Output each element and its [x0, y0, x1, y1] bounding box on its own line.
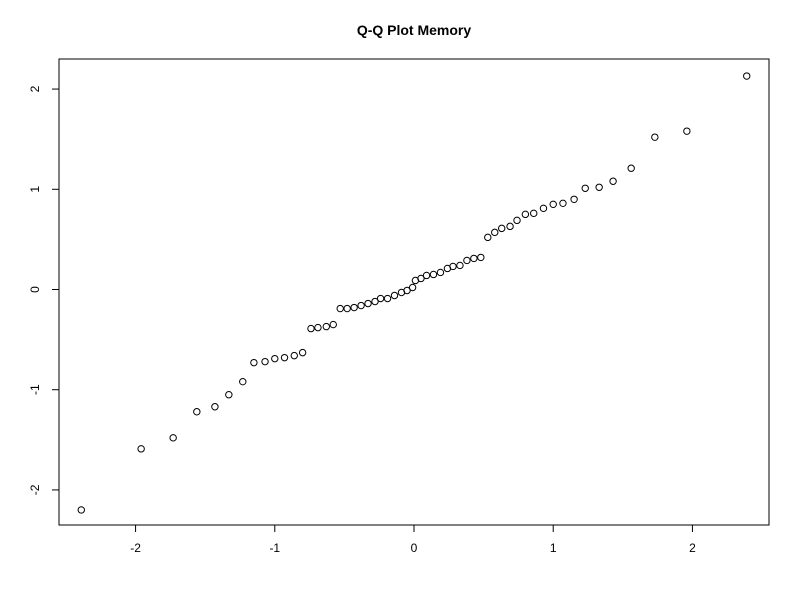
- data-point: [408, 283, 417, 292]
- data-point: [250, 358, 258, 367]
- y-tick-label: 2: [28, 85, 42, 92]
- data-point: [329, 320, 337, 329]
- data-point: [683, 127, 691, 135]
- data-point: [357, 301, 365, 310]
- data-point: [307, 324, 315, 333]
- data-point: [290, 351, 298, 360]
- data-point: [225, 391, 233, 399]
- data-point: [371, 297, 379, 306]
- data-point: [595, 183, 603, 191]
- y-tick-label: -2: [28, 484, 42, 495]
- data-point: [261, 357, 269, 366]
- data-point: [350, 303, 358, 312]
- data-point: [498, 224, 506, 233]
- data-point: [549, 200, 557, 209]
- data-point: [322, 322, 330, 331]
- data-point: [539, 204, 548, 213]
- y-tick-label: -1: [28, 384, 42, 395]
- data-point: [193, 408, 201, 416]
- data-point: [211, 403, 219, 411]
- data-point: [609, 177, 617, 185]
- chart-title: Q-Q Plot Memory: [357, 22, 472, 38]
- data-point: [429, 270, 438, 279]
- data-point: [298, 348, 307, 357]
- data-point: [137, 445, 145, 453]
- data-point: [364, 299, 372, 308]
- data-point: [422, 271, 431, 280]
- data-point: [506, 222, 514, 231]
- data-point: [77, 506, 85, 514]
- data-point: [456, 261, 464, 270]
- data-point: [390, 291, 399, 300]
- data-point: [417, 274, 425, 283]
- data-point: [463, 256, 471, 265]
- data-point: [239, 377, 247, 386]
- data-point: [743, 72, 751, 80]
- data-point: [491, 228, 499, 237]
- y-tick-label: 1: [28, 186, 42, 193]
- data-point: [314, 323, 322, 332]
- data-point: [530, 209, 538, 218]
- y-tick-label: 0: [28, 286, 42, 293]
- data-point: [627, 164, 635, 172]
- data-point: [280, 353, 289, 362]
- plot-frame: [58, 58, 770, 526]
- data-point: [376, 294, 385, 303]
- data-point: [403, 286, 411, 295]
- data-point: [449, 262, 457, 271]
- data-point: [521, 210, 530, 219]
- y-axis: -2 -1 0 1 2: [28, 85, 59, 495]
- x-axis: -2 -1 0 1 2: [130, 525, 696, 555]
- data-point: [470, 254, 478, 263]
- x-tick-label: 2: [689, 541, 696, 555]
- data-point: [559, 199, 567, 208]
- data-point: [169, 434, 177, 442]
- data-point: [383, 294, 392, 303]
- data-point: [581, 184, 589, 192]
- data-points: [77, 72, 751, 514]
- data-point: [271, 354, 279, 363]
- data-point: [570, 195, 578, 204]
- x-tick-label: 1: [550, 541, 557, 555]
- data-point: [336, 304, 344, 313]
- data-point: [651, 133, 659, 141]
- data-point: [513, 216, 521, 225]
- data-point: [484, 233, 492, 242]
- data-point: [477, 253, 485, 262]
- x-tick-label: 0: [411, 541, 418, 555]
- data-point: [343, 304, 351, 313]
- x-tick-label: -1: [269, 541, 280, 555]
- x-tick-label: -2: [130, 541, 141, 555]
- data-point: [436, 268, 445, 277]
